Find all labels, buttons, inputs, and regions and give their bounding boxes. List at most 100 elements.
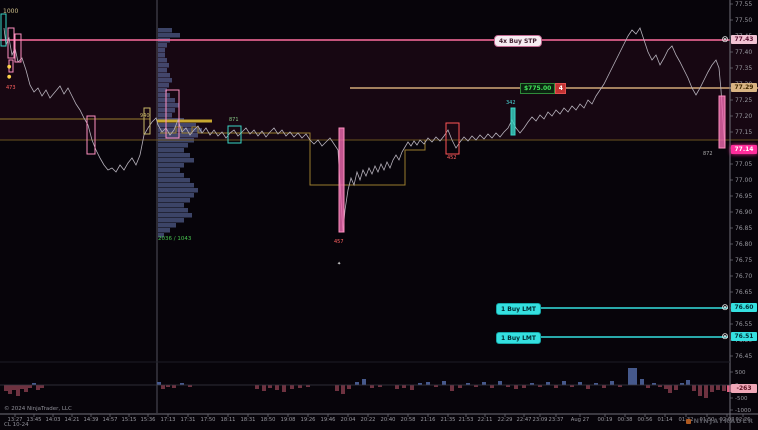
time-tick-label: 17:31 [181,417,196,423]
position-qty-badge: 4 [555,83,567,94]
close-icon-stop-order[interactable]: ⊗ [721,35,729,45]
price-tick-label: 76.45 [735,353,752,360]
price-tick-label: 76.90 [735,209,752,216]
time-tick-label: 00:38 [618,417,633,423]
sell-zone [0,40,758,140]
time-tick-label: 23:09 [533,417,548,423]
time-tick-label: 13:27 [8,417,23,423]
time-tick-label: 21:16 [421,417,436,423]
time-tick-label: 18:50 [261,417,276,423]
time-tick-label: 02:08 [720,417,735,423]
time-tick-label: 00:56 [638,417,653,423]
time-tick-label: 19:26 [301,417,316,423]
price-tick-label: 76.80 [735,241,752,248]
price-tick-label: 77.15 [735,129,752,136]
stop-price-box[interactable]: 77.43 [731,35,757,44]
time-tick-label: 01:14 [658,417,674,423]
delta-histogram [0,368,731,398]
limit1-order-label[interactable]: 1 Buy LMT [496,303,541,315]
price-tick-label: 76.75 [735,257,752,264]
time-tick-label: 13:45 [27,417,42,423]
price-tick-label: 77.25 [735,97,752,104]
volume-profile [158,28,202,238]
time-tick-label: 23:37 [549,417,564,423]
time-tick-label: 21:35 [441,417,456,423]
time-tick-label: 17:13 [161,417,176,423]
trade-marker: 872 [703,151,713,157]
trade-markers: ● ● 473 940 871 342 452 457 872 ✦ [6,64,713,267]
price-tick-label: 77.05 [735,161,752,168]
delta-tick-label: 500 [735,370,746,376]
delta-tick-label: -1000 [735,408,751,414]
price-tick-label: 77.20 [735,113,752,120]
time-tick-label: 22:47 [517,417,532,423]
price-tick-label: 77.00 [735,177,752,184]
position-pnl-value: $775.00 [520,83,556,94]
time-tick-label: 01:32 [679,417,694,423]
time-tick-label: 01:50 [700,417,715,423]
trade-marker: ● [7,74,12,80]
ninjatrader-watermark: NINJATRADER [686,417,754,425]
price-tick-label: 76.55 [735,321,752,328]
time-tick-label: 22:29 [498,417,513,423]
price-path [3,27,726,233]
limit2-price-box[interactable]: 76.51 [731,332,757,341]
trade-marker: 871 [229,117,239,123]
trade-marker: 473 [6,85,16,91]
limit2-order-label[interactable]: 1 Buy LMT [496,332,541,344]
delta-current-box: -263 [731,384,757,393]
time-tick-label: 02:26 [736,417,751,423]
price-tick-label: 77.50 [735,17,752,24]
price-tick-label: 76.95 [735,193,752,200]
time-tick-label: 14:21 [65,417,80,423]
current-price-box: 77.14 [731,145,757,154]
position-price-box: 77.29 [731,83,757,92]
time-tick-label: 15:36 [141,417,156,423]
delta-tick-label: -500 [735,396,748,402]
price-tick-label: 76.65 [735,289,752,296]
highlight-candles [0,13,726,233]
time-tick-label: 18:11 [221,417,236,423]
volume-profile-footer: 2036 / 1043 [158,236,192,242]
copyright-text: © 2024 NinjaTrader, LLC [4,406,72,412]
time-tick-label: 19:46 [321,417,336,423]
price-tick-label: 77.55 [735,1,752,8]
time-tick-label: Aug 27 [571,417,589,423]
limit1-price-box[interactable]: 76.60 [731,303,757,312]
trade-marker: ✦ [337,261,341,267]
time-tick-label: 19:08 [281,417,296,423]
time-tick-label: 20:58 [401,417,416,423]
time-tick-label: 20:40 [381,417,396,423]
time-tick-label: 20:04 [341,417,357,423]
trade-marker: 342 [506,100,516,106]
time-tick-label: 15:15 [122,417,137,423]
close-icon-limit2-order[interactable]: ⊗ [721,332,729,342]
trade-marker: 457 [334,239,344,245]
time-tick-label: 14:03 [46,417,61,423]
trade-marker: 940 [140,113,150,119]
stop-order-label[interactable]: 4x Buy STP [494,35,542,47]
watermark-text: NINJATRADER [693,417,754,425]
time-tick-label: 17:50 [201,417,216,423]
ninjatrader-logo-icon [686,418,692,424]
time-tick-label: 00:19 [598,417,613,423]
time-tick-label: 14:57 [103,417,118,423]
time-tick-label: 20:22 [361,417,376,423]
price-tick-label: 77.35 [735,65,752,72]
chart-lines [0,0,758,413]
time-tick-label: 21:53 [459,417,474,423]
price-tick-label: 76.85 [735,225,752,232]
bar-size-label: 1000 [3,8,19,15]
instrument-label: CL 10-24 [4,422,29,428]
price-tick-label: 77.40 [735,49,752,56]
price-tick-label: 76.70 [735,273,752,280]
time-tick-label: 18:31 [241,417,256,423]
position-pnl[interactable]: $775.00 4 [520,83,567,94]
close-icon-limit1-order[interactable]: ⊗ [721,303,729,313]
time-tick-label: 22:11 [478,417,493,423]
trade-marker: ● [7,64,12,70]
time-tick-label: 14:39 [84,417,99,423]
trade-marker: 452 [447,155,457,161]
